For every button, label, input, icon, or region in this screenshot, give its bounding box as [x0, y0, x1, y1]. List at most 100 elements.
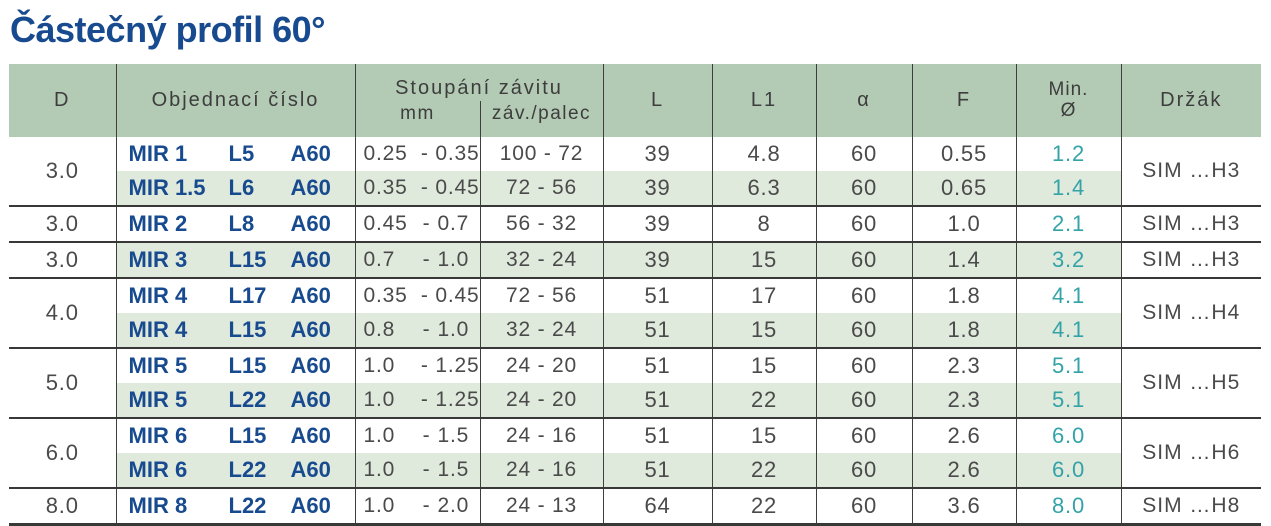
table-row: 4.0 MIR 4 L17 A60 0.35-0.45 72 - 56 51 17 60 1.8 4…: [9, 276, 1261, 348]
pitch-mm-to: 1.5: [437, 423, 470, 447]
cell-holder: SIM …H8: [1120, 486, 1261, 526]
cell-order-number: MIR 3 L15 A60: [115, 240, 356, 278]
cell-alpha: 60: [815, 312, 913, 348]
cell-pitch-tpi: 32 - 24: [479, 240, 604, 278]
cell-l: 39: [602, 240, 713, 278]
order-length: L5: [228, 140, 255, 166]
cell-pitch-mm: 1.0-1.25: [354, 382, 481, 418]
cell-alpha: 60: [815, 346, 913, 383]
order-model: MIR 6: [128, 456, 188, 482]
cell-order-number: MIR 2 L8 A60: [115, 204, 356, 242]
cell-f: 2.6: [911, 416, 1017, 453]
order-model: MIR 2: [128, 210, 188, 236]
cell-f: 1.0: [911, 204, 1017, 242]
cell-min-diameter: 3.2: [1015, 240, 1122, 278]
cell-min-diameter: 6.0: [1015, 416, 1122, 453]
order-number: MIR 3 L15 A60: [117, 247, 355, 273]
cell-pitch-mm: 0.25-0.35: [354, 136, 481, 171]
order-number: MIR 5 L15 A60: [117, 353, 355, 379]
order-model: MIR 5: [128, 386, 188, 412]
cell-l: 64: [602, 486, 713, 526]
order-number: MIR 1 L5 A60: [117, 141, 355, 167]
cell-f: 1.8: [911, 312, 1017, 348]
range-dash: -: [422, 317, 431, 341]
cell-order-number: MIR 1 L5 A60: [115, 136, 356, 171]
cell-l1: 15: [711, 346, 817, 383]
order-number: MIR 6 L15 A60: [117, 423, 355, 449]
col-header-pitch-mm: mm: [354, 100, 481, 137]
cell-l1: 8: [711, 204, 817, 242]
cell-l: 51: [602, 416, 713, 453]
order-length: L15: [228, 246, 267, 272]
order-profile: A60: [290, 422, 331, 448]
cell-alpha: 60: [815, 276, 913, 313]
cell-l1: 22: [711, 452, 817, 488]
cell-l1: 17: [711, 276, 817, 313]
col-header-order-number: Objednací číslo: [115, 63, 356, 137]
cell-pitch-tpi: 24 - 16: [479, 416, 604, 453]
cell-l: 39: [602, 204, 713, 242]
cell-l1: 15: [711, 312, 817, 348]
pitch-mm-to: 1.25: [435, 387, 480, 411]
pitch-mm-range: 1.0 -2.0: [356, 494, 480, 518]
order-model: MIR 5: [128, 352, 188, 378]
cell-pitch-tpi: 24 - 13: [479, 486, 604, 526]
cell-min-diameter: 1.4: [1015, 170, 1122, 206]
pitch-mm-to: 1.0: [437, 247, 470, 271]
pitch-mm-range: 1.0 -1.5: [356, 424, 480, 448]
cell-pitch-tpi: 24 - 16: [479, 452, 604, 488]
table-row: MIR 4 L15 A60 0.8 -1.0 32 - 24 51 15 60 1.8 4.1: [9, 312, 1261, 348]
table-row: MIR 1.5 L6 A60 0.35-0.45 72 - 56 39 6.3 60 0.65 1…: [9, 170, 1261, 206]
order-profile: A60: [290, 282, 331, 308]
table-row: 5.0 MIR 5 L15 A60 1.0-1.25 24 - 20 51 15 60 2.3 5.…: [9, 346, 1261, 418]
order-profile: A60: [290, 456, 331, 482]
pitch-mm-from: 0.8: [363, 317, 396, 341]
cell-order-number: MIR 4 L17 A60: [115, 276, 356, 313]
cell-pitch-tpi: 100 - 72: [479, 136, 604, 171]
order-length: L22: [228, 492, 267, 518]
col-header-d: D: [9, 63, 117, 137]
order-length: L22: [228, 456, 267, 482]
order-model: MIR 6: [128, 422, 188, 448]
col-header-min-diameter: Min. Ø: [1015, 63, 1122, 137]
cell-min-diameter: 2.1: [1015, 204, 1122, 242]
order-profile: A60: [290, 140, 331, 166]
cell-order-number: MIR 6 L22 A60: [115, 452, 356, 488]
cell-holder: SIM …H4: [1120, 276, 1261, 348]
cell-alpha: 60: [815, 382, 913, 418]
order-model: MIR 8: [128, 492, 188, 518]
cell-f: 0.65: [911, 170, 1017, 206]
col-header-l1: L1: [711, 63, 817, 137]
cell-order-number: MIR 5 L22 A60: [115, 382, 356, 418]
order-profile: A60: [290, 210, 331, 236]
table-row: 3.0 MIR 3 L15 A60 0.7 -1.0 32 - 24 39 15 60 1.4 3.2…: [9, 240, 1261, 278]
cell-pitch-mm: 1.0 -1.5: [354, 416, 481, 453]
cell-f: 1.8: [911, 276, 1017, 313]
order-model: MIR 1: [128, 140, 188, 166]
order-length: L22: [228, 386, 267, 412]
order-length: L15: [228, 316, 267, 342]
table-row: MIR 5 L22 A60 1.0-1.25 24 - 20 51 22 60 2.3 5.1: [9, 382, 1261, 418]
cell-alpha: 60: [815, 170, 913, 206]
cell-pitch-mm: 0.45-0.7: [354, 204, 481, 242]
pitch-mm-from: 0.7: [363, 247, 396, 271]
pitch-mm-to: 1.25: [435, 353, 480, 377]
cell-l1: 6.3: [711, 170, 817, 206]
cell-diameter: 3.0: [9, 240, 117, 278]
cell-holder: SIM …H3: [1120, 240, 1261, 278]
cell-l1: 22: [711, 382, 817, 418]
cell-order-number: MIR 5 L15 A60: [115, 346, 356, 383]
cell-holder: SIM …H3: [1120, 204, 1261, 242]
order-length: L6: [228, 174, 255, 200]
cell-min-diameter: 1.2: [1015, 136, 1122, 171]
range-dash: -: [422, 247, 431, 271]
table-body: 3.0 MIR 1 L5 A60 0.25-0.35 100 - 72 39 4.8 60 0.5…: [9, 136, 1261, 526]
order-profile: A60: [290, 316, 331, 342]
pitch-mm-from: 0.45: [363, 211, 408, 235]
cell-pitch-tpi: 24 - 20: [479, 382, 604, 418]
pitch-mm-to: 2.0: [437, 493, 470, 517]
table-row: 6.0 MIR 6 L15 A60 1.0-1.5 24 - 16 51 15 60 2.6 6.0…: [9, 416, 1261, 488]
range-dash: -: [422, 211, 431, 235]
order-profile: A60: [290, 386, 331, 412]
cell-pitch-mm: 0.8 -1.0: [354, 312, 481, 348]
